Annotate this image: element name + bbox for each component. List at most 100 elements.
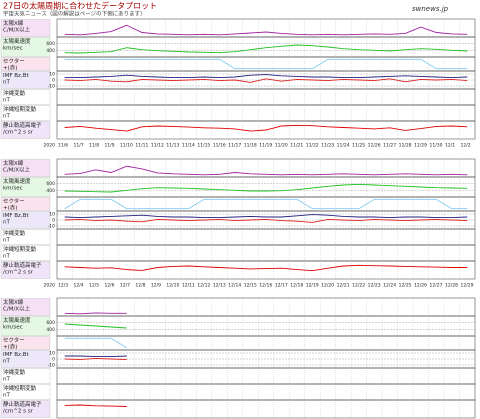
series-line <box>64 58 468 70</box>
label-box <box>0 400 51 418</box>
label-box <box>0 316 51 336</box>
x-tick-label: 11/6 <box>58 143 68 149</box>
x-tick-label: 11/26 <box>368 143 381 149</box>
y-tick-label: 600 <box>46 320 55 326</box>
panel-label: 太陽X線 <box>3 19 24 27</box>
x-tick-label: 12/24 <box>383 283 396 289</box>
x-tick-label: 12/1 <box>445 143 455 149</box>
x-tick-label: 11/15 <box>197 143 210 149</box>
series-line <box>64 337 127 349</box>
panel-frame <box>56 120 476 140</box>
y-tick-label: 10 <box>49 212 55 218</box>
label-box <box>0 211 51 229</box>
panel-label: nT <box>3 377 10 383</box>
y-tick-label: 10 <box>49 72 55 78</box>
y-tick-label: 0 <box>52 357 55 363</box>
panel-frame <box>56 399 476 419</box>
x-tick-label: 11/28 <box>399 143 412 149</box>
y-tick-label: 600 <box>46 41 55 47</box>
x-tick-label: 11/29 <box>414 143 427 149</box>
series-line <box>64 165 468 176</box>
label-box <box>0 37 51 57</box>
panel-label: +(赤) <box>3 343 17 351</box>
series-line <box>64 24 468 36</box>
series-line <box>64 218 468 223</box>
x-tick-label: 11/9 <box>104 143 114 149</box>
series-line <box>64 124 468 132</box>
series-line <box>64 214 468 219</box>
panel-label: 沖縄変動 <box>3 229 26 237</box>
year-label: 2020 <box>44 283 56 289</box>
x-tick-label: 12/29 <box>461 283 474 289</box>
panel-label: 太陽X線 <box>3 298 24 306</box>
x-tick-label: 11/19 <box>259 143 272 149</box>
panel-label: 沖縄変動 <box>3 89 26 97</box>
x-tick-label: 11/14 <box>182 143 195 149</box>
panel-label: IMF Bz,Bt <box>3 213 29 219</box>
x-tick-label: 11/25 <box>352 143 365 149</box>
x-tick-label: 12/25 <box>399 283 412 289</box>
x-tick-label: 11/8 <box>89 143 99 149</box>
x-tick-label: 12/26 <box>414 283 427 289</box>
series-line <box>64 264 468 272</box>
series-line <box>64 44 468 54</box>
label-box <box>0 89 51 105</box>
label-box <box>0 177 51 197</box>
panel-label: IMF Bz,Bt <box>3 352 29 358</box>
series-line <box>64 404 127 407</box>
x-tick-label: 11/11 <box>135 143 148 149</box>
panel-label: C/M/X以上 <box>3 26 31 34</box>
panel-label: セクター <box>3 197 25 205</box>
panel-label: nT <box>3 254 10 260</box>
panel-label: nT <box>3 80 10 86</box>
x-tick-label: 11/24 <box>337 143 350 149</box>
x-tick-label: 11/27 <box>383 143 396 149</box>
panel-label: nT <box>3 359 10 365</box>
y-tick-label: -10 <box>48 84 55 90</box>
label-box <box>0 298 51 316</box>
panel-label: km/sec <box>3 325 23 331</box>
panel-label: nT <box>3 238 10 244</box>
x-tick-label: 12/4 <box>73 283 83 289</box>
panel-label: nT <box>3 220 10 226</box>
x-tick-label: 11/23 <box>321 143 334 149</box>
panel-label: nT <box>3 114 10 120</box>
x-tick-label: 12/2 <box>461 143 471 149</box>
logo: swnews.jp <box>412 5 449 13</box>
series-line <box>64 198 468 210</box>
x-tick-label: 12/18 <box>290 283 303 289</box>
label-box <box>0 261 51 279</box>
panel-label: 沖縄短期変動 <box>3 384 37 392</box>
panel-label: セクター <box>3 336 25 344</box>
x-tick-label: 12/22 <box>352 283 365 289</box>
x-tick-label: 12/10 <box>166 283 179 289</box>
series-line <box>64 323 127 329</box>
x-tick-label: 11/17 <box>228 143 241 149</box>
panel-label: /cm^2 s sr <box>3 409 34 415</box>
y-tick-label: 0 <box>52 78 55 84</box>
y-tick-label: 0 <box>52 218 55 224</box>
label-box <box>0 350 51 368</box>
label-box <box>0 336 51 350</box>
panel-label: 太陽X線 <box>3 159 24 167</box>
panel-label: nT <box>3 393 10 399</box>
y-tick-label: 400 <box>46 48 55 54</box>
panel-label: km/sec <box>3 46 23 52</box>
x-tick-label: 12/16 <box>259 283 272 289</box>
series-line <box>64 183 468 193</box>
label-box <box>0 229 51 245</box>
x-tick-label: 12/12 <box>197 283 210 289</box>
x-tick-label: 12/15 <box>244 283 257 289</box>
panel-label: /cm^2 s sr <box>3 270 34 276</box>
x-tick-label: 12/8 <box>135 283 145 289</box>
series-line <box>64 355 127 358</box>
x-tick-label: 12/6 <box>104 283 114 289</box>
x-tick-label: 12/5 <box>89 283 99 289</box>
x-tick-label: 11/13 <box>166 143 179 149</box>
x-tick-label: 11/7 <box>73 143 83 149</box>
x-tick-label: 12/19 <box>306 283 319 289</box>
panel-label: C/M/X以上 <box>3 166 31 174</box>
panel-label: km/sec <box>3 186 23 192</box>
